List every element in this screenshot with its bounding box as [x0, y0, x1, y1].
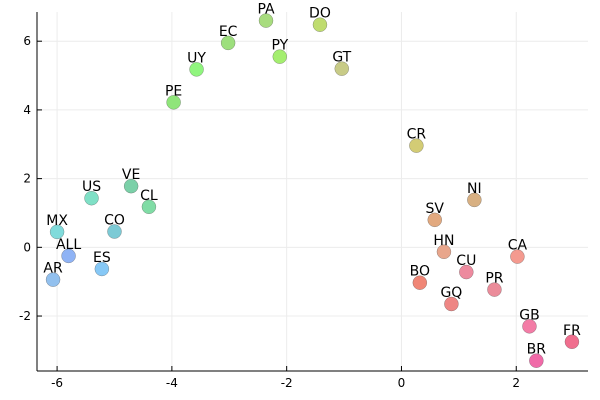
data-point-cl	[141, 199, 157, 215]
y-tick-label: 0	[23, 240, 31, 254]
x-tick-label: -4	[166, 376, 178, 390]
data-point-hn	[436, 244, 452, 260]
data-point-gt	[334, 61, 350, 76]
point-label-ni: NI	[467, 181, 482, 197]
point-label-mx: MX	[46, 213, 68, 229]
data-point-gb	[522, 319, 537, 334]
point-label-es: ES	[93, 250, 111, 266]
data-point-bo	[412, 275, 428, 290]
y-tick-label: 6	[23, 34, 31, 48]
point-label-gb: GB	[519, 307, 539, 323]
point-label-pr: PR	[485, 271, 503, 287]
point-label-pe: PE	[165, 83, 182, 99]
data-point-ec	[220, 35, 236, 51]
axes	[36, 12, 588, 372]
y-tick-label: -2	[19, 309, 31, 323]
point-label-pa: PA	[257, 2, 275, 18]
x-tick-label: 0	[398, 376, 406, 390]
grid	[37, 12, 588, 371]
data-points	[45, 13, 580, 368]
data-point-all	[61, 248, 76, 264]
data-point-ca	[510, 249, 525, 264]
data-point-fr	[564, 334, 580, 350]
x-ticks: -6 -4 -2 0 2	[51, 366, 520, 390]
x-tick-label: -6	[51, 376, 63, 390]
point-labels: PA DO EC PY UY GT PE CR VE US CL NI SV MX CO ALL HN CA ES C…	[43, 2, 581, 358]
data-point-us	[84, 190, 99, 206]
data-point-pe	[166, 95, 181, 110]
point-label-br: BR	[527, 342, 547, 358]
y-ticks: -2 0 2 4 6	[19, 34, 42, 323]
data-point-cu	[459, 264, 474, 280]
point-label-cr: CR	[407, 127, 427, 143]
point-label-gt: GT	[332, 50, 351, 66]
point-label-ca: CA	[508, 238, 528, 254]
data-point-pa	[258, 13, 274, 28]
data-point-uy	[189, 62, 204, 77]
data-point-do	[312, 17, 328, 32]
data-point-pr	[487, 282, 502, 297]
point-label-fr: FR	[563, 323, 581, 339]
data-point-ar	[45, 272, 61, 287]
point-label-hn: HN	[433, 233, 454, 249]
data-point-cr	[409, 138, 424, 153]
point-label-ar: AR	[43, 261, 63, 277]
data-point-co	[107, 224, 122, 239]
data-point-ni	[467, 192, 482, 208]
x-tick-label: -2	[281, 376, 293, 390]
point-label-sv: SV	[426, 201, 445, 217]
point-label-cu: CU	[456, 253, 476, 269]
point-label-py: PY	[271, 38, 288, 54]
x-tick-label: 2	[512, 376, 520, 390]
point-label-bo: BO	[410, 264, 430, 280]
point-label-ec: EC	[219, 24, 238, 40]
point-label-us: US	[82, 179, 101, 195]
point-label-ve: VE	[122, 167, 140, 183]
point-label-gq: GQ	[440, 285, 462, 301]
data-point-gq	[444, 296, 459, 312]
data-point-sv	[427, 212, 443, 228]
point-label-do: DO	[309, 6, 331, 22]
data-point-es	[94, 261, 110, 277]
point-label-all: ALL	[56, 237, 81, 253]
point-label-co: CO	[104, 213, 125, 229]
data-point-py	[272, 49, 288, 64]
y-tick-label: 4	[23, 103, 31, 117]
point-label-cl: CL	[140, 188, 158, 204]
y-tick-label: 2	[23, 172, 31, 186]
data-point-mx	[49, 224, 65, 240]
data-point-br	[529, 353, 544, 368]
point-label-uy: UY	[187, 50, 206, 66]
data-point-ve	[123, 178, 139, 194]
